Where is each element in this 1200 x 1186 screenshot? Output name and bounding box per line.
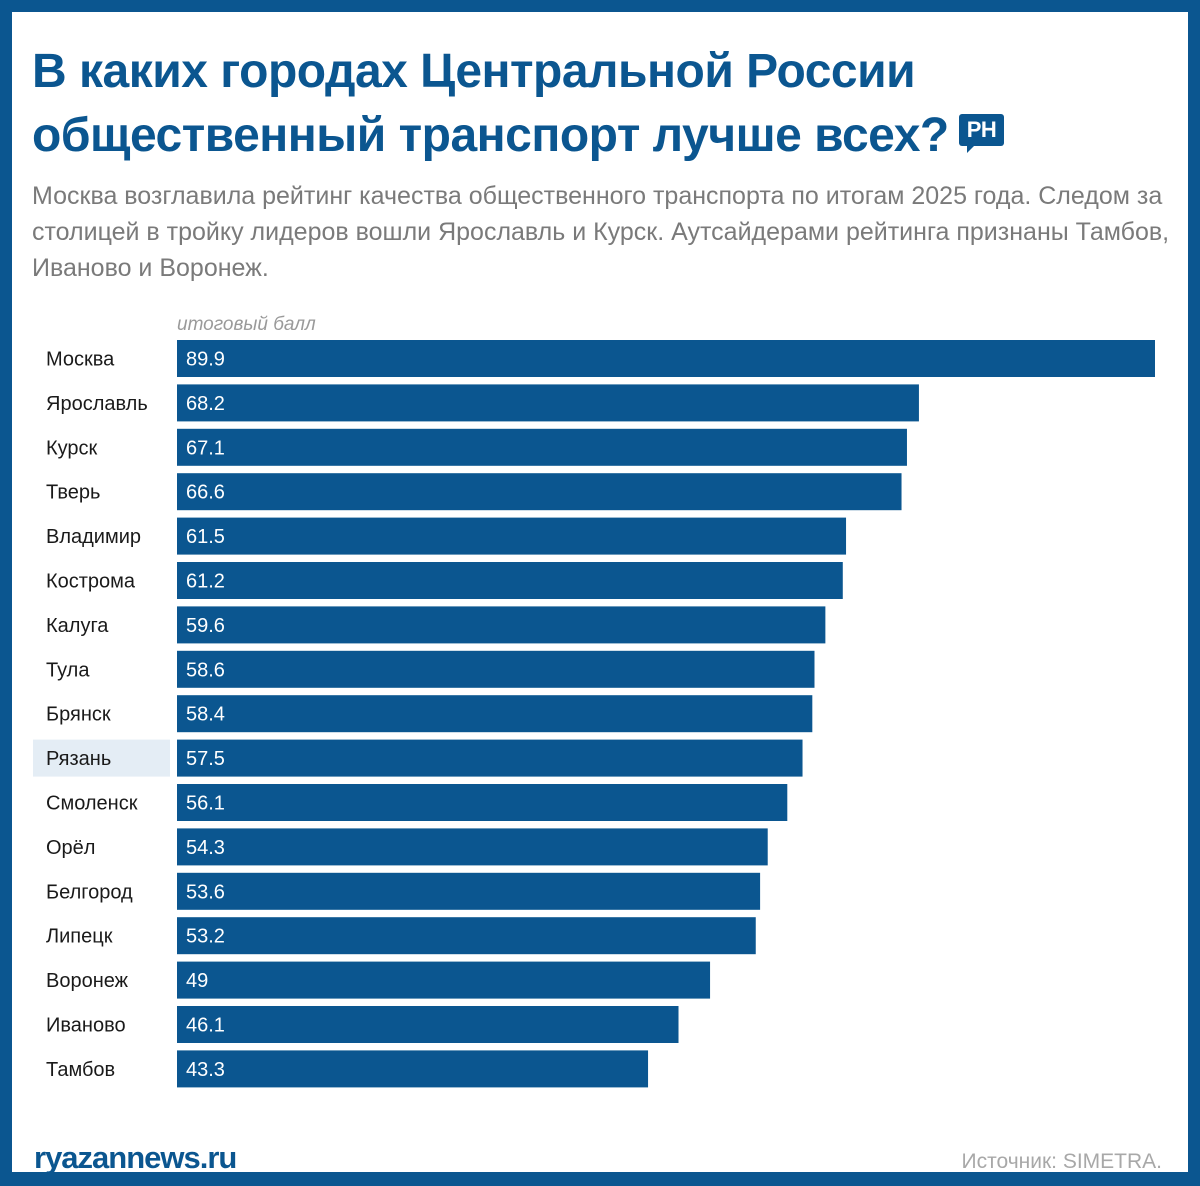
highlight-row-bg <box>33 739 170 777</box>
bar <box>177 562 843 599</box>
data-label: 54.3 <box>186 837 225 859</box>
page-title: В каких городах Центральной России общес… <box>32 40 1182 168</box>
bar <box>177 428 907 466</box>
data-label: 89.9 <box>186 349 225 371</box>
category-label: Тверь <box>46 482 100 504</box>
bar <box>177 695 813 733</box>
data-label: 58.4 <box>186 704 225 726</box>
value-axis-label: итоговый балл <box>177 314 316 335</box>
category-label: Курск <box>46 437 98 459</box>
category-label: Кострома <box>46 571 136 593</box>
data-label: 56.1 <box>186 793 225 815</box>
title-text: В каких городах Центральной России общес… <box>32 45 949 162</box>
data-label: 59.6 <box>186 615 225 637</box>
bar <box>177 961 711 999</box>
bar <box>177 606 826 644</box>
bar <box>177 1050 649 1088</box>
category-label: Орёл <box>46 837 95 859</box>
category-label: Иваново <box>46 1015 126 1037</box>
data-label: 57.5 <box>186 748 225 770</box>
data-label: 67.1 <box>186 437 225 459</box>
data-label: 43.3 <box>186 1059 225 1081</box>
data-label: 58.6 <box>186 659 225 681</box>
category-label: Калуга <box>46 615 109 637</box>
bar <box>177 650 815 688</box>
bar <box>177 517 847 555</box>
site-logo[interactable]: ryazannews.ru <box>34 1140 237 1175</box>
data-label: 68.2 <box>186 393 225 415</box>
data-label: 53.2 <box>186 926 225 948</box>
bar <box>177 384 919 422</box>
rn-logo-badge: РН <box>958 114 1005 154</box>
bar <box>177 917 756 955</box>
category-label: Рязань <box>46 748 111 770</box>
category-label: Брянск <box>46 704 111 726</box>
category-label: Воронеж <box>46 970 129 992</box>
data-label: 66.6 <box>186 482 225 504</box>
data-label: 46.1 <box>186 1015 225 1037</box>
data-label: 61.2 <box>186 571 225 593</box>
category-label: Тула <box>46 659 90 681</box>
category-label: Смоленск <box>46 793 138 815</box>
data-label: 61.5 <box>186 526 225 548</box>
category-label: Белгород <box>46 881 133 903</box>
bar <box>177 473 902 511</box>
bar <box>177 1006 679 1043</box>
bar <box>177 828 768 866</box>
category-label: Ярославль <box>46 393 148 415</box>
bar <box>177 872 761 910</box>
category-label: Тамбов <box>46 1059 115 1081</box>
data-label: 49 <box>186 970 208 992</box>
data-label: 53.6 <box>186 881 225 903</box>
source-note: Источник: SIMETRA. <box>961 1150 1163 1173</box>
category-label: Липецк <box>46 926 113 948</box>
bar <box>177 340 1155 377</box>
category-label: Владимир <box>46 526 141 548</box>
bar <box>177 739 803 777</box>
category-label: Москва <box>46 349 115 371</box>
bar <box>177 784 788 821</box>
subtitle: Москва возглавила рейтинг качества общес… <box>32 182 1170 282</box>
